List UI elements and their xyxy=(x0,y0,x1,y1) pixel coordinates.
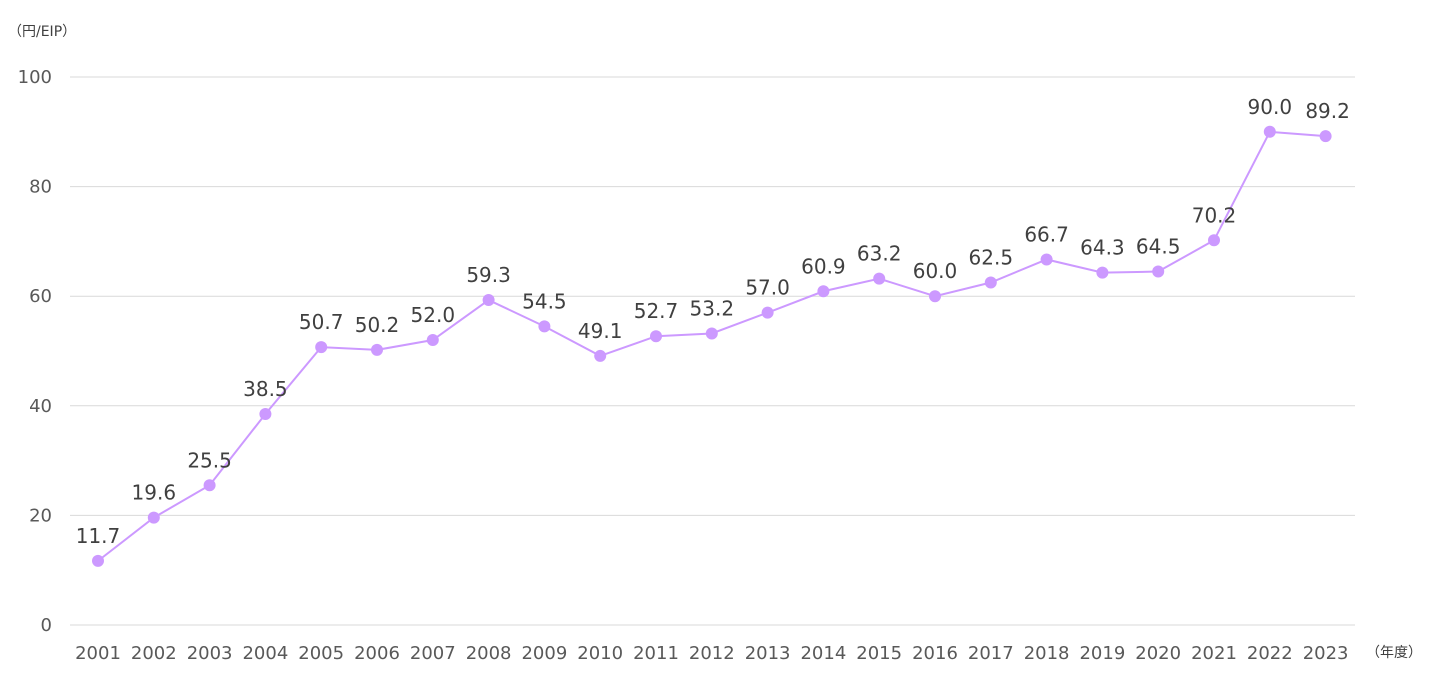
data-label: 60.9 xyxy=(801,254,846,278)
data-point xyxy=(92,554,104,567)
x-tick-label: 2023 xyxy=(1303,643,1349,664)
data-point xyxy=(650,330,662,343)
data-point xyxy=(594,349,607,362)
x-tick-label: 2016 xyxy=(912,643,958,664)
data-labels: 11.7 19.6 25.5 38.5 50.7 50.2 52.0 59.3 54.5 49.1… xyxy=(76,95,1350,548)
x-tick-label: 2011 xyxy=(633,643,679,664)
data-point xyxy=(259,408,272,421)
data-label: 89.2 xyxy=(1305,99,1350,123)
data-label: 64.5 xyxy=(1136,235,1181,259)
data-point xyxy=(147,511,160,524)
x-tick-label: 2007 xyxy=(410,643,456,664)
x-tick-label: 2004 xyxy=(242,643,288,664)
y-axis-ticks: 0 20 40 60 80 100 xyxy=(18,67,52,636)
x-axis-ticks: 2001 2002 2003 2004 2005 2006 2007 2008 2009 2010… xyxy=(75,643,1348,664)
data-label: 59.3 xyxy=(466,263,511,287)
data-label: 63.2 xyxy=(857,242,902,266)
data-label: 64.3 xyxy=(1080,236,1125,260)
y-tick-label: 80 xyxy=(29,177,52,198)
x-tick-label: 2019 xyxy=(1079,643,1125,664)
data-point xyxy=(1208,234,1220,247)
data-point xyxy=(538,320,551,333)
x-tick-label: 2008 xyxy=(466,643,512,664)
y-axis-unit-label: （円/EIP） xyxy=(8,24,76,40)
y-tick-label: 100 xyxy=(18,67,52,88)
data-label: 11.7 xyxy=(76,524,121,548)
data-point xyxy=(761,306,774,319)
y-tick-label: 40 xyxy=(29,396,52,417)
data-label: 19.6 xyxy=(132,481,177,505)
data-point xyxy=(1152,265,1165,278)
x-tick-label: 2009 xyxy=(521,643,567,664)
data-label: 49.1 xyxy=(578,319,623,343)
x-tick-label: 2018 xyxy=(1024,643,1070,664)
data-label: 57.0 xyxy=(745,276,790,300)
series-line xyxy=(97,130,1326,562)
data-label: 50.7 xyxy=(299,310,344,334)
x-tick-label: 2015 xyxy=(856,643,902,664)
data-label: 25.5 xyxy=(187,448,232,472)
data-point xyxy=(1319,130,1332,143)
data-point xyxy=(1263,125,1276,138)
data-label: 52.0 xyxy=(411,303,456,327)
data-label: 52.7 xyxy=(634,299,679,323)
data-point xyxy=(929,290,941,303)
x-tick-label: 2020 xyxy=(1135,643,1181,664)
data-point xyxy=(984,276,997,289)
data-point xyxy=(426,334,439,347)
data-point xyxy=(817,285,830,298)
y-tick-label: 20 xyxy=(29,505,52,526)
data-label: 54.5 xyxy=(522,289,567,313)
data-label: 53.2 xyxy=(690,296,735,320)
data-point xyxy=(203,479,216,492)
x-tick-label: 2012 xyxy=(689,643,735,664)
data-point xyxy=(705,327,718,340)
x-tick-label: 2021 xyxy=(1191,643,1237,664)
x-tick-label: 2005 xyxy=(298,643,344,664)
data-label: 62.5 xyxy=(969,246,1014,270)
data-label: 38.5 xyxy=(243,377,288,401)
gridlines xyxy=(70,76,1355,626)
x-tick-label: 2017 xyxy=(968,643,1014,664)
data-point xyxy=(873,272,886,285)
data-point xyxy=(1040,253,1053,266)
data-label: 90.0 xyxy=(1248,95,1293,119)
x-tick-label: 2010 xyxy=(577,643,623,664)
y-tick-label: 0 xyxy=(41,615,52,636)
data-point xyxy=(1096,266,1109,279)
data-label: 70.2 xyxy=(1192,203,1237,227)
x-tick-label: 2003 xyxy=(187,643,233,664)
data-label: 66.7 xyxy=(1024,222,1069,246)
x-tick-label: 2013 xyxy=(745,643,791,664)
x-tick-label: 2022 xyxy=(1247,643,1293,664)
x-tick-label: 2001 xyxy=(75,643,121,664)
x-tick-label: 2002 xyxy=(131,643,177,664)
data-label: 60.0 xyxy=(913,259,958,283)
data-point xyxy=(315,341,328,354)
data-point xyxy=(371,343,383,356)
x-tick-label: 2014 xyxy=(800,643,846,664)
data-points xyxy=(92,125,1332,567)
x-axis-unit-label: （年度） xyxy=(1366,645,1422,661)
data-label: 50.2 xyxy=(355,313,400,337)
data-point xyxy=(482,294,495,307)
y-tick-label: 60 xyxy=(29,286,52,307)
x-tick-label: 2006 xyxy=(354,643,400,664)
